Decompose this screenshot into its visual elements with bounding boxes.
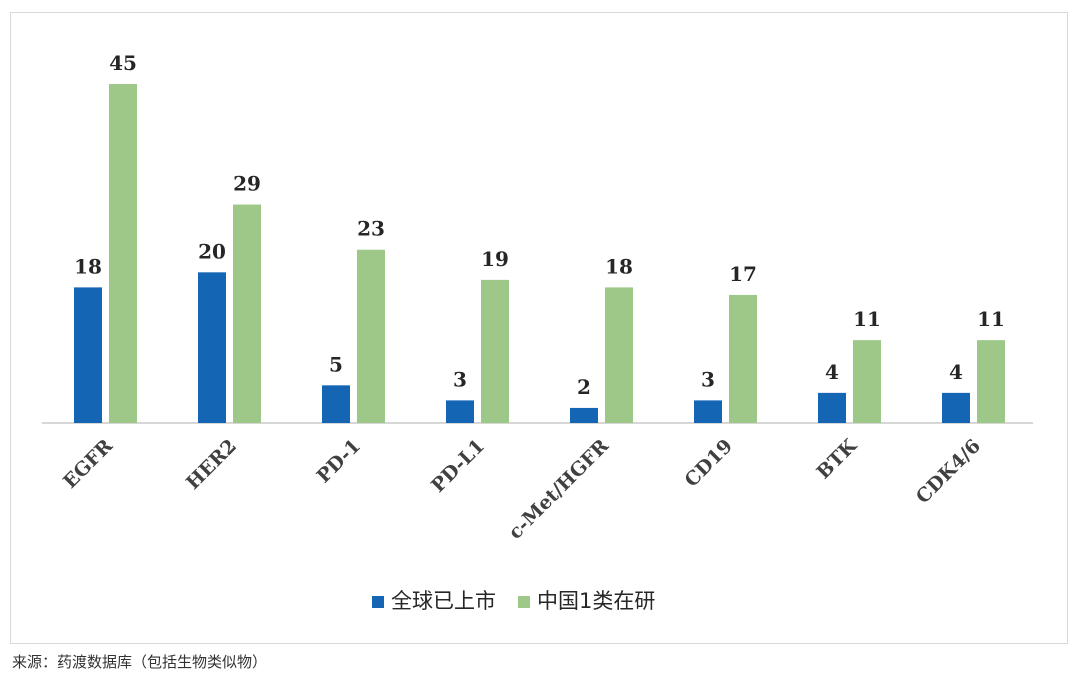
data-label-cdk4-6-series-2: 11 xyxy=(977,307,1005,331)
data-label-pd-1-series-2: 23 xyxy=(357,217,385,241)
bar-btk-series-1 xyxy=(818,392,846,423)
legend-label-series-1: 全球已上市 xyxy=(391,589,496,613)
data-label-egfr-series-2: 45 xyxy=(109,51,137,75)
category-label-her2: HER2 xyxy=(182,435,241,494)
data-label-cdk4-6-series-1: 4 xyxy=(949,360,963,384)
data-label-cd19-series-2: 17 xyxy=(729,262,757,286)
bar-pd-1-series-1 xyxy=(322,385,350,423)
bar-c-met-hgfr-series-2 xyxy=(605,287,633,423)
data-label-cd19-series-1: 3 xyxy=(701,367,715,391)
category-label-pd-1: PD-1 xyxy=(313,435,365,487)
category-label-btk: BTK xyxy=(812,434,862,484)
chart-frame xyxy=(10,12,1068,644)
source-note: 来源：药渡数据库（包括生物类似物） xyxy=(12,653,268,671)
data-label-her2-series-1: 20 xyxy=(198,239,226,263)
data-label-her2-series-2: 29 xyxy=(233,172,261,196)
data-label-pd-1-series-1: 5 xyxy=(329,352,343,376)
data-label-btk-series-2: 11 xyxy=(853,307,881,331)
category-label-pd-l1: PD-L1 xyxy=(427,435,489,497)
data-label-pd-l1-series-2: 19 xyxy=(481,247,509,271)
bar-cdk4-6-series-1 xyxy=(942,392,970,423)
bar-pd-1-series-2 xyxy=(357,249,385,423)
bar-btk-series-2 xyxy=(853,340,881,423)
bar-pd-l1-series-2 xyxy=(481,279,509,423)
category-label-egfr: EGFR xyxy=(59,435,117,493)
data-label-c-met-hgfr-series-2: 18 xyxy=(605,254,633,278)
category-label-c-met-hgfr: c-Met/HGFR xyxy=(504,435,613,544)
data-label-egfr-series-1: 18 xyxy=(74,254,102,278)
data-label-btk-series-1: 4 xyxy=(825,360,839,384)
category-label-cd19: CD19 xyxy=(680,435,737,492)
bar-c-met-hgfr-series-1 xyxy=(570,407,598,423)
bar-cd19-series-1 xyxy=(694,400,722,423)
bar-pd-l1-series-1 xyxy=(446,400,474,423)
bar-cdk4-6-series-2 xyxy=(977,340,1005,423)
data-label-c-met-hgfr-series-1: 2 xyxy=(577,375,591,399)
data-label-pd-l1-series-1: 3 xyxy=(453,367,467,391)
legend-label-series-2: 中国1类在研 xyxy=(537,589,655,613)
bar-her2-series-1 xyxy=(198,272,226,423)
legend-swatch-series-2 xyxy=(518,596,530,608)
category-label-cdk4-6: CDK4/6 xyxy=(912,435,985,508)
bar-egfr-series-2 xyxy=(109,84,137,423)
legend-swatch-series-1 xyxy=(372,596,384,608)
bar-her2-series-2 xyxy=(233,204,261,423)
bar-egfr-series-1 xyxy=(74,287,102,423)
bar-cd19-series-2 xyxy=(729,294,757,423)
